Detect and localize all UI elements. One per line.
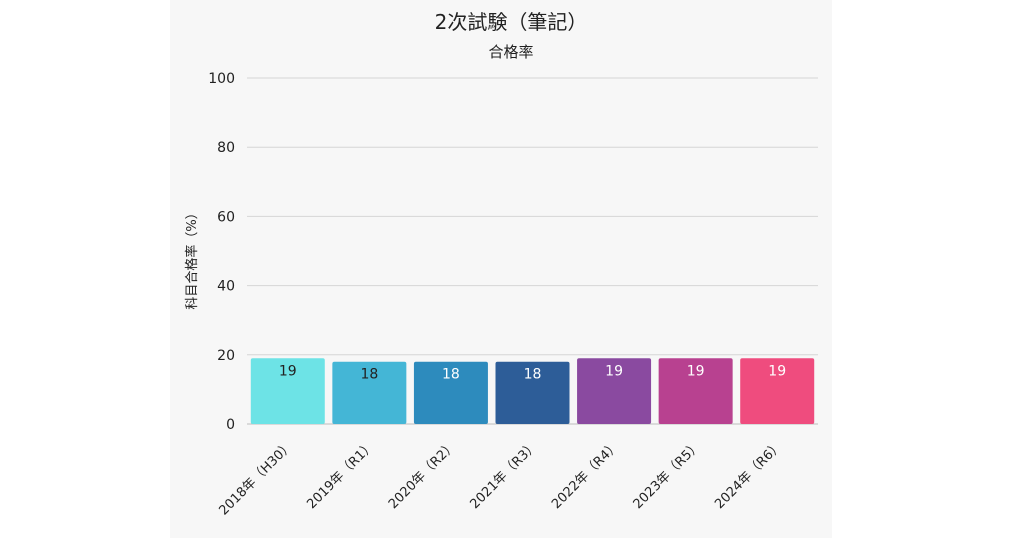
bar (332, 361, 407, 424)
x-tick-label: 2019年（R1） (304, 438, 378, 512)
x-tick-label: 2018年（H30） (216, 438, 296, 518)
bar-value-label: 18 (360, 367, 378, 383)
chart-panel: 2次試験（筆記） 合格率 科目合格率（%） 0 20 40 60 80 100 19 18 1… (170, 0, 832, 538)
chart-subtitle: 合格率 (488, 43, 533, 61)
bar (250, 358, 325, 424)
x-axis-ticks: 2018年（H30） 2019年（R1） 2020年（R2） 2021年（R3） 202… (216, 438, 786, 518)
x-tick-label: 2021年（R3） (468, 438, 542, 512)
y-tick-label: 20 (217, 348, 235, 364)
bar (577, 358, 652, 424)
x-tick-label: 2023年（R5） (631, 438, 705, 512)
x-tick-label: 2024年（R6） (712, 438, 786, 512)
bar-value-label: 19 (687, 363, 705, 379)
y-tick-label: 0 (226, 417, 235, 433)
bar-value-label: 19 (768, 363, 786, 379)
y-axis-ticks: 0 20 40 60 80 100 (208, 71, 235, 433)
bar-value-label: 18 (524, 367, 542, 383)
bars: 19 18 18 18 19 19 19 (250, 358, 815, 424)
x-tick-label: 2022年（R4） (549, 438, 623, 512)
bar (658, 358, 733, 424)
y-tick-label: 40 (217, 279, 235, 295)
bar (495, 361, 570, 424)
y-tick-label: 60 (217, 209, 235, 225)
y-tick-label: 100 (208, 71, 235, 87)
bar-value-label: 18 (442, 367, 460, 383)
bar (740, 358, 815, 424)
x-tick-label: 2020年（R2） (386, 438, 460, 512)
bar (413, 361, 488, 424)
bar-value-label: 19 (605, 363, 623, 379)
y-tick-label: 80 (217, 140, 235, 156)
bar-value-label: 19 (279, 363, 297, 379)
chart-title: 2次試験（筆記） (435, 10, 588, 34)
y-axis-label: 科目合格率（%） (184, 206, 200, 309)
